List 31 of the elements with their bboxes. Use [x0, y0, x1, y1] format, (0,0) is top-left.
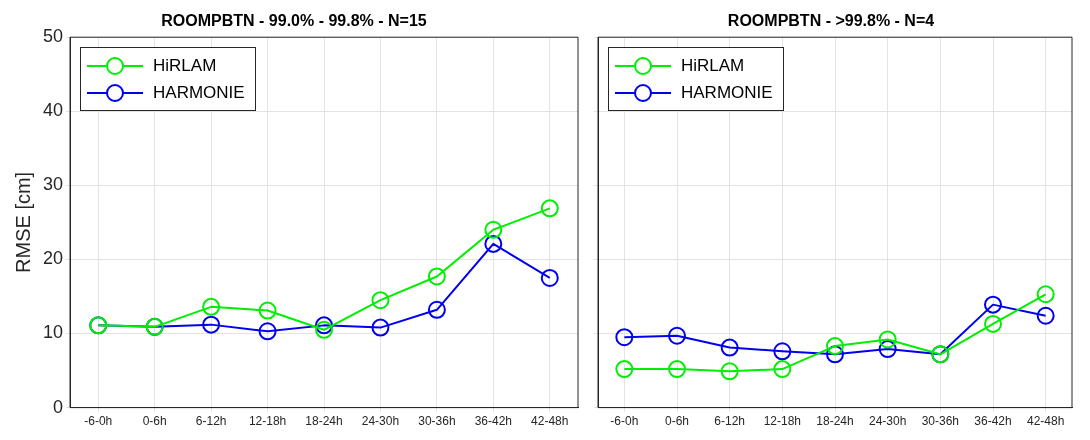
legend-label: HiRLAM — [681, 55, 745, 76]
x-tick-label: 0-6h — [142, 414, 167, 429]
chart-title: ROOMPBTN - >99.8% - N=4 — [727, 12, 935, 30]
x-tick-label: 18-24h — [305, 414, 343, 429]
x-tick-label: 24-30h — [361, 414, 400, 429]
legend-label: HARMONIE — [153, 82, 245, 103]
y-tick-label: 0 — [53, 396, 64, 417]
chart-title: ROOMPBTN - 99.0% - 99.8% - N=15 — [161, 12, 427, 30]
y-tick-label: 10 — [42, 322, 64, 343]
x-tick-label: 36-42h — [474, 414, 513, 429]
legend-label: HARMONIE — [681, 82, 773, 103]
x-tick-label: -6-0h — [84, 414, 113, 429]
x-tick-label: 0-6h — [664, 414, 690, 429]
x-tick-label: 18-24h — [816, 414, 854, 429]
x-tick-label: -6-0h — [610, 414, 639, 429]
x-tick-label: 6-12h — [195, 414, 227, 429]
y-tick-label: 30 — [42, 174, 64, 195]
x-tick-label: 12-18h — [248, 414, 287, 429]
y-tick-label: 20 — [42, 248, 64, 269]
y-tick-label: 40 — [42, 100, 64, 121]
y-axis-title: RMSE [cm] — [11, 171, 34, 273]
x-tick-label: 12-18h — [763, 414, 802, 429]
x-tick-label: 24-30h — [868, 414, 907, 429]
x-tick-label: 30-36h — [921, 414, 960, 429]
legend-label: HiRLAM — [153, 55, 217, 76]
x-tick-label: 42-48h — [1026, 414, 1065, 429]
y-tick-label: 50 — [42, 26, 64, 47]
x-tick-label: 36-42h — [974, 414, 1012, 429]
x-tick-label: 42-48h — [531, 414, 569, 429]
x-tick-label: 30-36h — [418, 414, 456, 429]
x-tick-label: 6-12h — [714, 414, 746, 429]
